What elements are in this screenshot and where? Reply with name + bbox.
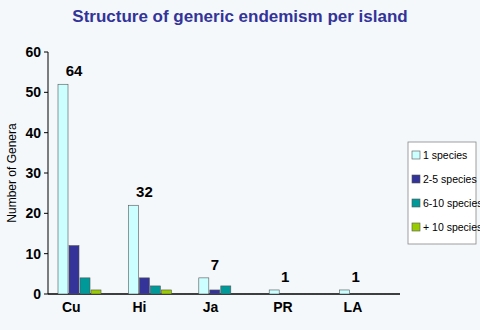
bars	[58, 84, 350, 294]
chart-svg: Structure of generic endemism per island…	[0, 0, 480, 330]
bar	[280, 294, 290, 295]
bar	[69, 246, 79, 294]
total-label: 32	[136, 183, 153, 200]
y-tick	[44, 92, 48, 93]
bar	[80, 278, 90, 294]
y-tick-label: 30	[25, 165, 41, 181]
y-axis	[48, 52, 49, 294]
bar	[302, 294, 312, 295]
y-tick-label: 10	[25, 246, 41, 262]
bar	[269, 290, 279, 294]
legend-swatch	[412, 175, 420, 183]
bar	[291, 294, 301, 295]
x-tick-label: Hi	[132, 299, 146, 315]
bar	[210, 290, 220, 294]
y-axis-label: Number of Genera	[5, 123, 19, 223]
legend-swatch	[412, 199, 420, 207]
total-label: 7	[211, 256, 219, 273]
bar	[91, 290, 101, 294]
bar	[139, 278, 149, 294]
y-tick	[44, 253, 48, 254]
x-tick-label: LA	[344, 299, 363, 315]
x-tick-label: Ja	[203, 299, 219, 315]
total-label: 1	[351, 268, 359, 285]
chart-container: Structure of generic endemism per island…	[0, 0, 480, 330]
y-tick-label: 50	[25, 84, 41, 100]
bar	[351, 294, 361, 295]
title: Structure of generic endemism per island	[72, 7, 407, 26]
y-tick-label: 20	[25, 205, 41, 221]
y-tick	[44, 294, 48, 295]
y-tick-label: 0	[33, 286, 41, 302]
legend-label: 1 species	[423, 149, 467, 161]
background	[0, 0, 480, 330]
y-tick	[44, 173, 48, 174]
bar	[221, 286, 231, 294]
bar	[199, 278, 209, 294]
legend-label: 6-10 species	[423, 197, 480, 209]
total-label: 1	[281, 268, 289, 285]
legend-label: + 10 species	[423, 221, 480, 233]
x-tick-label: Cu	[62, 299, 81, 315]
bar	[362, 294, 372, 295]
legend-swatch	[412, 151, 420, 159]
y-tick-label: 60	[25, 44, 41, 60]
y-tick	[44, 132, 48, 133]
y-tick	[44, 213, 48, 214]
y-tick	[44, 52, 48, 53]
bar	[232, 294, 242, 295]
legend-label: 2-5 species	[423, 173, 477, 185]
bar	[373, 294, 383, 295]
bar	[340, 290, 350, 294]
bar	[150, 286, 160, 294]
y-tick-label: 40	[25, 125, 41, 141]
legend-swatch	[412, 223, 420, 231]
x-tick-label: PR	[273, 299, 292, 315]
total-label: 64	[66, 62, 83, 79]
bar	[128, 205, 138, 294]
bar	[58, 84, 68, 294]
bar	[161, 290, 171, 294]
